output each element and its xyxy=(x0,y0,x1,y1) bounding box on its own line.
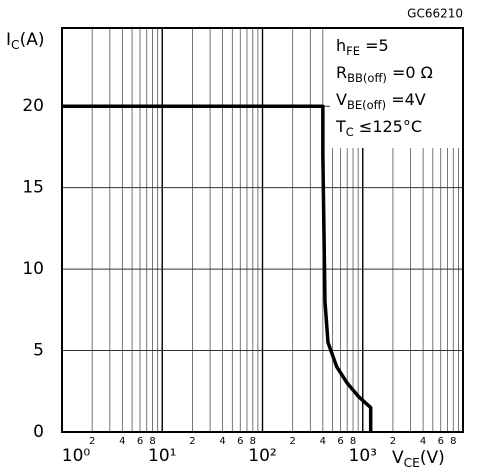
annotation-main: R xyxy=(336,63,347,82)
x-minor-tick-label: 8 xyxy=(149,436,155,447)
x-tick-label: 10³ xyxy=(349,446,377,466)
y-tick-label: 10 xyxy=(22,259,44,279)
annotation-sub: FE xyxy=(346,44,360,58)
y-axis-label-main: I xyxy=(6,30,11,50)
annotation: RBB(off) =0 Ω xyxy=(336,63,433,85)
annotation-main: V xyxy=(336,90,347,109)
x-minor-tick-label: 6 xyxy=(137,436,143,447)
x-tick-label: 10⁰ xyxy=(62,446,91,466)
annotation: hFE =5 xyxy=(336,36,389,58)
annotation-after: =4V xyxy=(386,90,426,109)
x-minor-tick-label: 4 xyxy=(320,436,326,447)
x-axis-label: VCE(V) xyxy=(392,448,445,470)
annotation: VBE(off) =4V xyxy=(336,90,426,112)
x-axis-label-main: V xyxy=(392,448,404,468)
annotation: TC ≤125°C xyxy=(335,117,422,139)
y-tick-label: 5 xyxy=(33,341,44,361)
annotation-after: =5 xyxy=(360,36,389,55)
x-tick-label: 10¹ xyxy=(148,446,176,466)
annotation-sub: BE(off) xyxy=(347,98,386,112)
annotation-sub: C xyxy=(346,125,354,139)
x-minor-tick-label: 6 xyxy=(438,436,444,447)
x-minor-tick-label: 2 xyxy=(189,436,195,447)
y-tick-label: 15 xyxy=(22,178,44,198)
annotation-sub: BB(off) xyxy=(347,71,387,85)
annotation-main: T xyxy=(335,117,346,136)
y-tick-label: 20 xyxy=(22,96,44,116)
y-axis-label-after: (A) xyxy=(20,30,45,50)
y-tick-label: 0 xyxy=(33,422,44,442)
x-minor-tick-label: 2 xyxy=(89,436,95,447)
x-axis-label-sub: CE xyxy=(404,456,420,470)
x-minor-tick-label: 6 xyxy=(237,436,243,447)
annotation-main: h xyxy=(336,36,346,55)
x-minor-tick-label: 2 xyxy=(289,436,295,447)
x-axis-label-after: (V) xyxy=(420,448,445,468)
y-axis-label: IC(A) xyxy=(6,30,44,52)
x-minor-tick-label: 6 xyxy=(337,436,343,447)
plot-frame xyxy=(61,27,464,433)
x-minor-tick-label: 4 xyxy=(119,436,125,447)
x-minor-tick-label: 2 xyxy=(390,436,396,447)
x-minor-tick-label: 8 xyxy=(350,436,356,447)
x-tick-label: 10² xyxy=(248,446,276,466)
y-axis-label-sub: C xyxy=(11,38,20,52)
x-minor-tick-label: 8 xyxy=(250,436,256,447)
annotation-after: =0 Ω xyxy=(387,63,433,82)
annotation-after: ≤125°C xyxy=(354,117,422,136)
annotation-box xyxy=(330,28,463,148)
figure-code: GC66210 xyxy=(407,7,463,21)
x-minor-tick-label: 8 xyxy=(450,436,456,447)
data-line xyxy=(62,104,373,432)
x-minor-tick-label: 4 xyxy=(420,436,426,447)
x-minor-tick-label: 4 xyxy=(219,436,225,447)
